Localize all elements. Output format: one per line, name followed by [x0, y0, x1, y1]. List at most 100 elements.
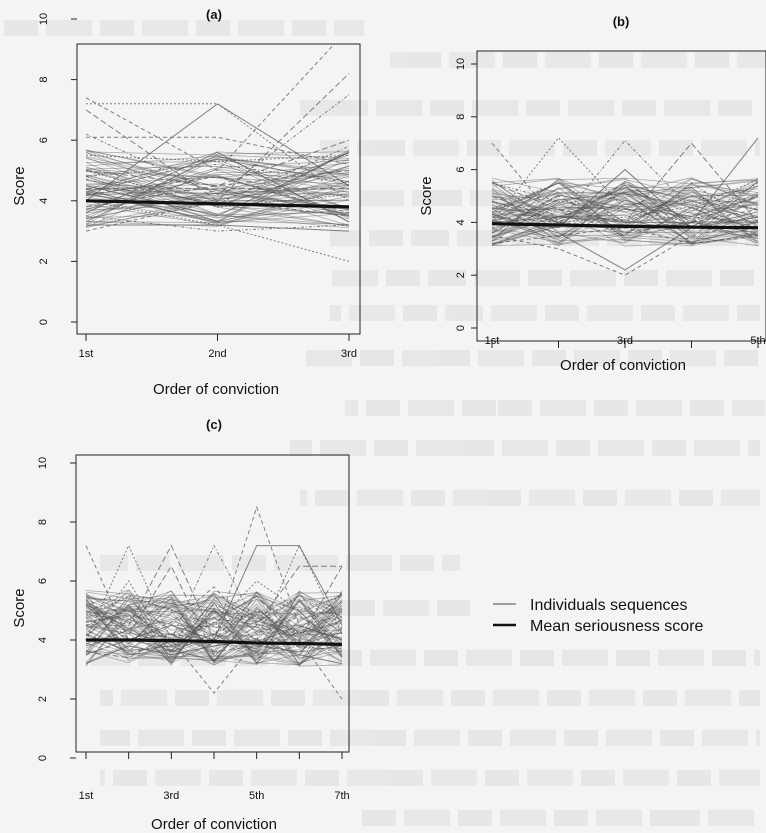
individual-sequence-line: [85, 174, 350, 215]
individual-sequence-line: [491, 186, 759, 247]
plot-frame: [76, 43, 361, 335]
individual-sequence-line: [491, 185, 759, 213]
individual-sequence-line: [491, 178, 759, 222]
individual-sequence-line: [85, 213, 350, 224]
x-tick-label: 3rd: [163, 790, 179, 802]
individual-sequence-line: [85, 158, 350, 193]
individual-sequence-line: [491, 188, 759, 238]
chart-legend: Individuals sequences Mean seriousness s…: [493, 597, 704, 635]
individual-sequence-line: [491, 177, 759, 223]
individual-sequence-line: [85, 149, 350, 217]
individual-sequence-line: [491, 202, 759, 233]
individual-sequence-line: [85, 607, 343, 660]
individual-sequence-line: [85, 590, 343, 657]
individual-sequence-line: [491, 179, 759, 235]
individual-sequence-line: [85, 593, 343, 657]
individual-sequence-line: [491, 180, 759, 245]
series-lines-a: [85, 44, 350, 262]
individual-sequence-line: [85, 601, 343, 637]
y-tick-label: 8: [455, 114, 467, 120]
individual-sequence-line: [85, 608, 343, 648]
individual-sequence-line: [85, 167, 350, 197]
y-tick-label: 10: [455, 58, 467, 70]
background-text-line: [300, 490, 760, 506]
mean-seriousness-line: [491, 222, 759, 230]
individual-sequence-line: [85, 596, 343, 653]
individual-sequence-line: [85, 544, 343, 641]
y-tick-label: 8: [38, 77, 50, 83]
x-tick-label: 2nd: [208, 348, 226, 360]
individual-sequence-line: [85, 73, 350, 202]
background-text-line: [320, 140, 760, 156]
individual-sequence-line: [85, 174, 350, 216]
individual-sequence-line: [85, 591, 343, 664]
chart-panel-a: (a) 0 2 4 6 8 10 1st 2nd 3rd Order of conviction…: [11, 7, 361, 398]
x-axis-title-b: Order of conviction: [560, 357, 686, 374]
individual-sequence-line: [85, 151, 350, 223]
individual-sequence-line: [491, 202, 759, 230]
individual-sequence-line: [85, 596, 343, 665]
background-text-line: [4, 20, 364, 36]
series-lines-b: [491, 137, 759, 276]
individual-sequence-line: [491, 182, 759, 223]
individual-sequence-line: [85, 633, 343, 659]
plot-frame: [75, 454, 350, 753]
individual-sequence-line: [85, 602, 343, 666]
individual-sequence-line: [85, 190, 350, 225]
individual-sequence-line: [85, 605, 343, 661]
x-tick-label: 5th: [249, 790, 264, 802]
individual-sequence-line: [85, 166, 350, 207]
individual-sequence-line: [85, 591, 343, 663]
individual-sequence-line: [85, 606, 343, 655]
individual-sequence-line: [491, 194, 759, 232]
y-tick-label: 6: [38, 137, 50, 143]
individual-sequence-line: [491, 181, 759, 229]
individual-sequence-line: [491, 177, 759, 218]
individual-sequence-line: [85, 619, 343, 655]
individual-sequence-line: [85, 593, 343, 626]
panel-label-b: (b): [613, 14, 630, 29]
x-tick-label: 5th: [750, 335, 765, 347]
y-axis-title-b: Score: [418, 176, 435, 215]
background-text-line: [100, 770, 760, 786]
individual-sequence-line: [85, 604, 343, 661]
individual-sequence-line: [85, 156, 350, 190]
individual-sequence-line: [491, 211, 759, 271]
individual-sequence-line: [86, 136, 350, 165]
individual-sequence-line: [85, 607, 343, 664]
y-tick-label: 2: [37, 696, 49, 702]
x-axis-title-c: Order of conviction: [151, 816, 277, 833]
individual-sequence-line: [85, 94, 350, 196]
individual-sequence-line: [85, 103, 350, 202]
individual-sequence-line: [491, 200, 759, 247]
individual-sequence-line: [491, 184, 759, 217]
individual-sequence-line: [491, 183, 759, 244]
individual-sequence-line: [85, 594, 343, 652]
individual-sequence-line: [85, 214, 350, 229]
background-text-line: [100, 730, 760, 746]
individual-sequence-line: [85, 157, 350, 227]
background-text-line: [330, 270, 760, 286]
background-text-line: [90, 650, 760, 666]
individual-sequence-line: [85, 604, 343, 659]
individual-sequence-line: [85, 599, 343, 667]
individual-sequence-line: [491, 179, 759, 245]
individual-sequence-line: [491, 182, 759, 243]
y-tick-label: 0: [455, 325, 467, 331]
individual-sequence-line: [491, 186, 759, 240]
individual-sequence-line: [491, 221, 759, 276]
individual-sequence-line: [85, 593, 343, 650]
individual-sequence-line: [85, 591, 343, 665]
background-text-line: [100, 555, 460, 571]
individual-sequence-line: [85, 614, 343, 657]
background-text-line: [120, 600, 470, 616]
background-text-line: [100, 690, 760, 706]
individual-sequence-line: [85, 152, 350, 219]
y-tick-label: 10: [38, 13, 50, 25]
individual-sequence-line: [491, 230, 759, 246]
legend-label-individual: Individuals sequences: [530, 597, 687, 614]
background-text-line: [330, 305, 760, 321]
individual-sequence-line: [85, 592, 343, 658]
individual-sequence-line: [85, 595, 343, 664]
